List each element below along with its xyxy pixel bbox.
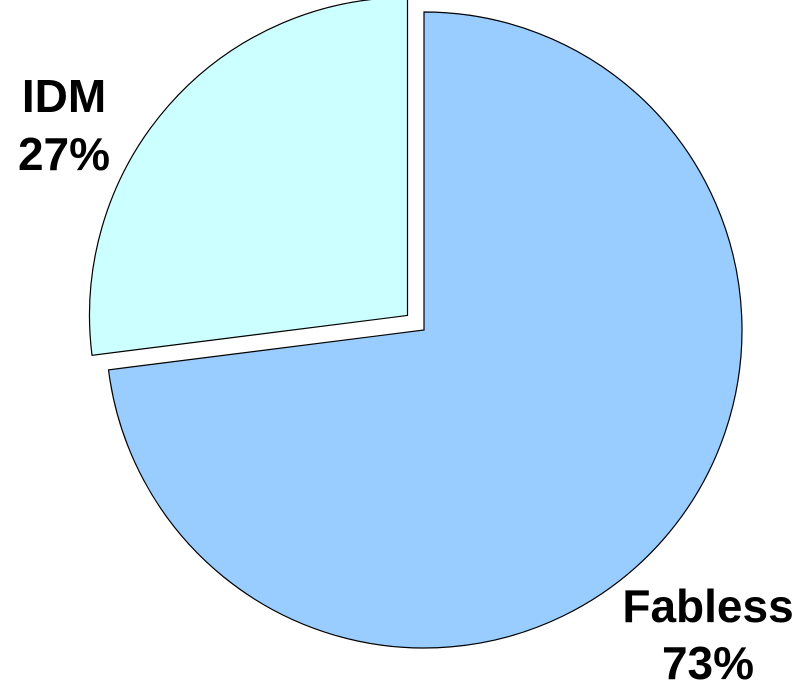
- pie-slice-fabless: [107, 11, 743, 649]
- slice-label-idm-name: IDM: [22, 70, 106, 122]
- pie-slices: [88, 0, 743, 649]
- slice-label-fabless-percent: 73%: [662, 637, 754, 682]
- slice-label-idm: IDM 27%: [18, 70, 110, 180]
- slice-label-fabless: Fabless 73%: [622, 580, 793, 682]
- slice-label-idm-percent: 27%: [18, 128, 110, 180]
- slice-label-fabless-name: Fabless: [622, 580, 793, 632]
- pie-slice-idm: [88, 0, 409, 356]
